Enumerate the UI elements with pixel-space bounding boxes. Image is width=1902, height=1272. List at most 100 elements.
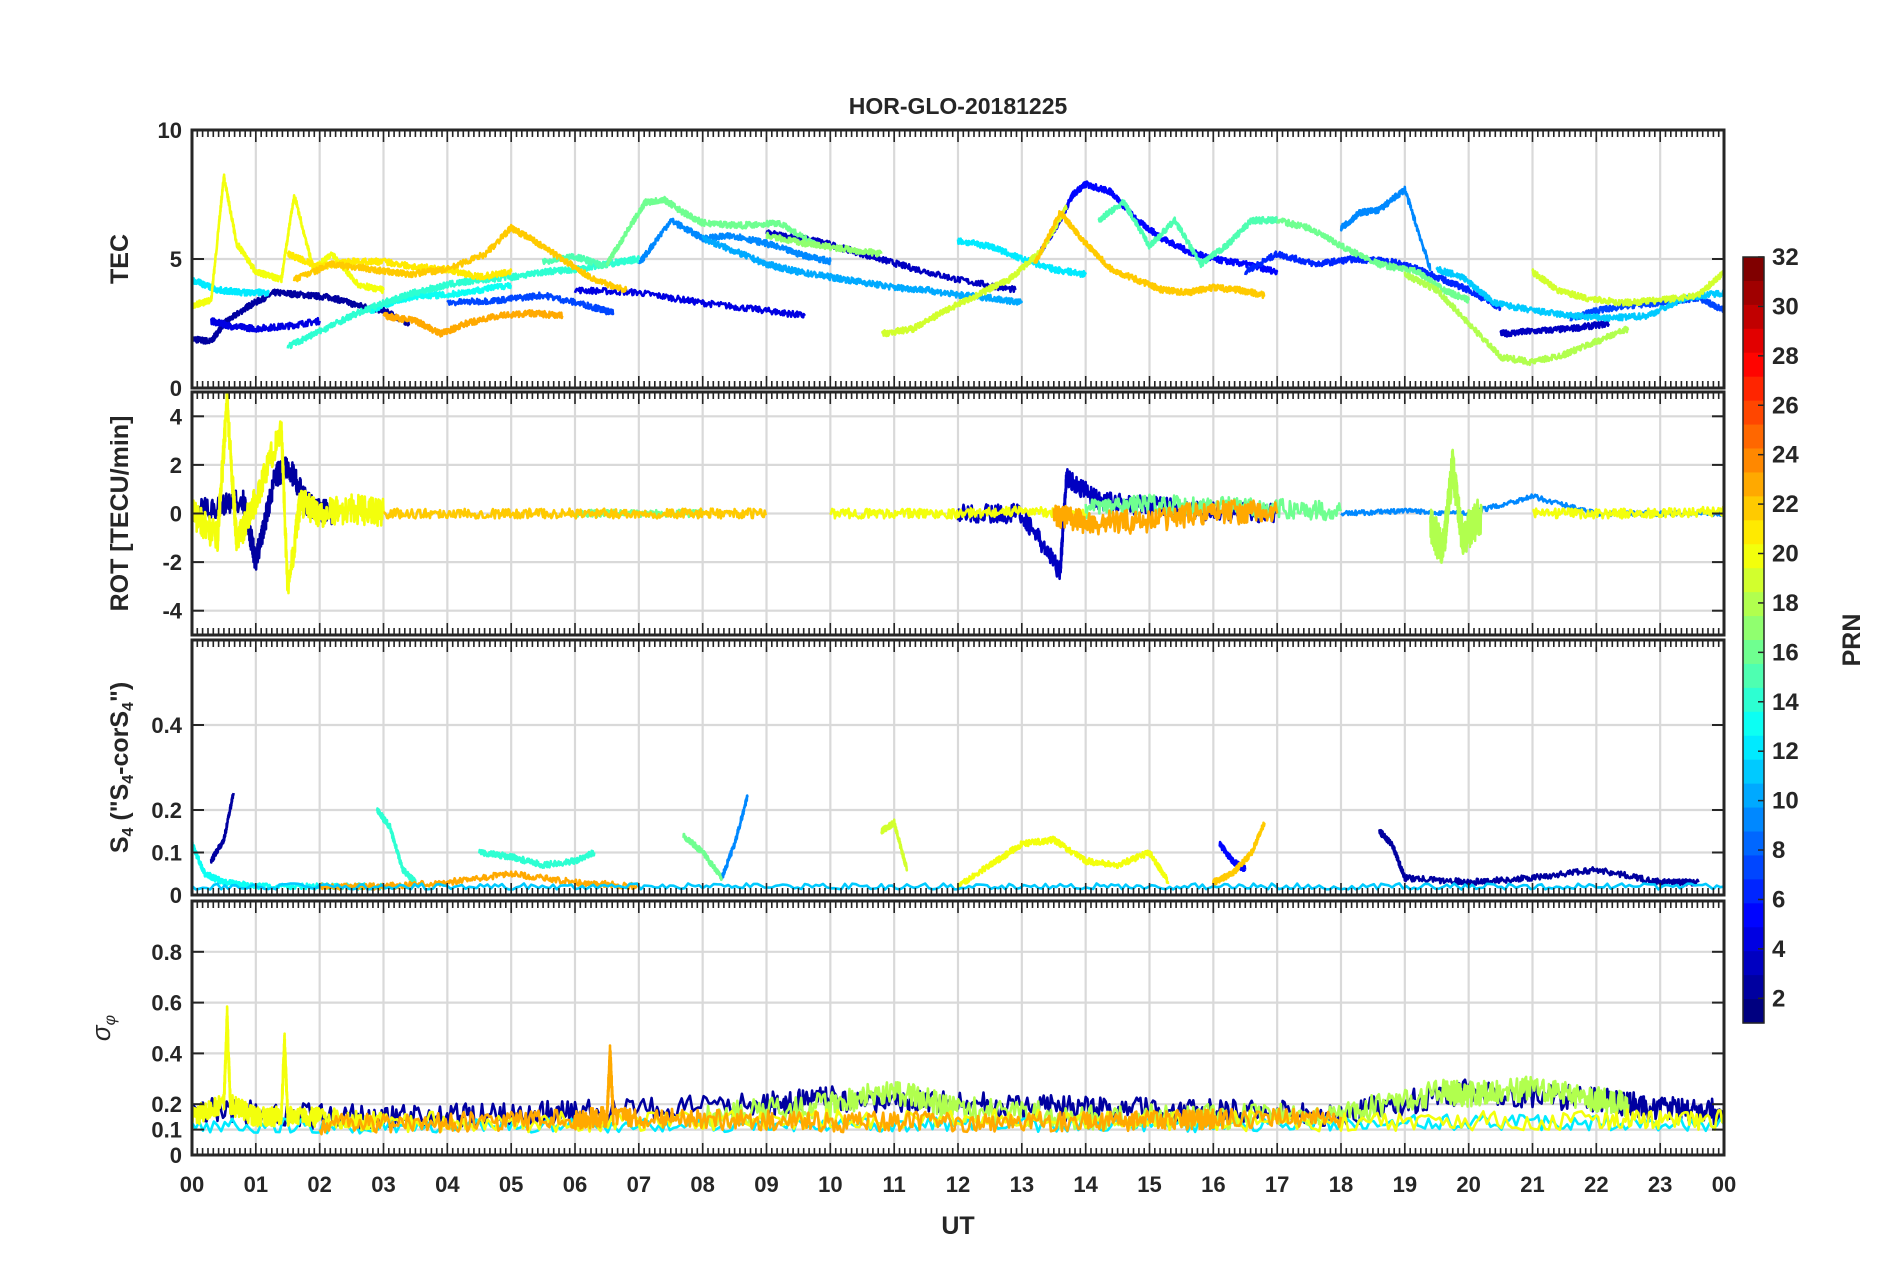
x-tick-label: 06: [563, 1172, 587, 1197]
x-tick-label: 00: [180, 1172, 204, 1197]
colorbar-step: [1743, 879, 1764, 904]
colorbar-tick-label: 22: [1772, 491, 1799, 518]
colorbar: 32 30 28 26 24 22 20 18 16 14 12 10 8 6 4 2 PRN: [1742, 244, 1866, 1024]
colorbar-step: [1743, 640, 1764, 665]
colorbar-tick-label: 20: [1772, 541, 1799, 568]
colorbar-tick-label: 12: [1772, 738, 1799, 765]
grid-lines: [192, 392, 1724, 635]
colorbar-tick-label: 10: [1772, 788, 1799, 815]
colorbar-step: [1743, 975, 1764, 1000]
series-group: [190, 173, 1726, 367]
colorbar-step: [1743, 352, 1764, 378]
y-tick-label: 0.4: [151, 713, 182, 738]
series-line-prn-20: [956, 835, 1170, 890]
series-line-prn-7: [446, 291, 615, 316]
y-axis: 00.10.2 0.4 0.6 0.8: [151, 940, 1724, 1168]
x-tick-label: 08: [690, 1172, 714, 1197]
x-tick-label: 18: [1329, 1172, 1353, 1197]
x-tick-label: 13: [1010, 1172, 1034, 1197]
series-line-prn-12: [956, 237, 1087, 279]
colorbar-step: [1743, 807, 1764, 833]
colorbar-step: [1743, 400, 1764, 426]
colorbar-step: [1743, 616, 1764, 641]
series-line-prn-12: [190, 277, 270, 297]
colorbar-step: [1743, 520, 1764, 545]
x-tick-label: 15: [1137, 1172, 1161, 1197]
y-tick-label: -2: [162, 550, 182, 575]
colorbar-tick-label: 18: [1772, 590, 1799, 617]
series-line-prn-15: [541, 252, 608, 270]
panel-s4: 0 0.1 0.2 0.4 S4 ("S4-corS4"): [106, 638, 1726, 908]
x-tick-label: 21: [1520, 1172, 1544, 1197]
series-line-prn-9: [1339, 185, 1432, 272]
series-line-prn-22: [383, 507, 768, 520]
series-line-prn-3: [1499, 320, 1611, 338]
series-line-prn-2: [209, 792, 235, 864]
x-tick-marks: [191, 392, 1725, 635]
panel-sigma_phi: 00.10.2 0.4 0.6 0.8 σφ: [86, 899, 1726, 1168]
colorbar-tick-label: 14: [1772, 689, 1799, 716]
series-line-prn-20: [829, 505, 1087, 520]
colorbar-step: [1743, 663, 1764, 689]
series-line-prn-2: [1378, 828, 1700, 887]
y-tick-label: 10: [158, 118, 182, 143]
series-line-prn-18: [1403, 271, 1630, 367]
y-tick-label: 5: [170, 247, 182, 272]
colorbar-tick-label: 32: [1772, 244, 1799, 271]
series-line-prn-15: [1097, 198, 1279, 269]
x-tick-label: 00: [1712, 1172, 1736, 1197]
y-axis-label-sigma_phi: σφ: [86, 1015, 119, 1041]
series-line-prn-23: [1052, 499, 1279, 536]
colorbar-tick-label: 16: [1772, 639, 1799, 666]
series-line-prn-10: [701, 234, 1024, 306]
chart-title: HOR-GLO-20181225: [849, 93, 1068, 119]
y-tick-label: 0.2: [151, 1092, 182, 1117]
series-line-prn-19: [1531, 268, 1726, 307]
panel-tec: 0 5 10 TEC: [106, 118, 1726, 401]
y-axis-label-tec: TEC: [106, 234, 134, 284]
colorbar-step: [1743, 855, 1764, 880]
x-tick-label: 17: [1265, 1172, 1289, 1197]
colorbar-tick-label: 6: [1772, 886, 1785, 913]
series-line-prn-19: [880, 818, 909, 872]
colorbar-step: [1743, 280, 1764, 306]
y-tick-label: 4: [170, 404, 183, 429]
series-line-prn-23: [382, 308, 564, 338]
series-line-prn-22: [292, 223, 628, 294]
y-axis-label-rot: ROT [TECU/min]: [106, 416, 134, 612]
x-tick-marks: [191, 640, 1725, 895]
colorbar-step: [1743, 903, 1764, 928]
series-line-prn-6: [1244, 250, 1502, 312]
y-tick-label: 0.2: [151, 798, 182, 823]
x-tick-label: 07: [627, 1172, 651, 1197]
x-tick-marks: [191, 901, 1725, 1155]
series-line-prn-23: [318, 1044, 1343, 1136]
y-tick-label: 0: [170, 502, 182, 527]
series-line-prn-18: [701, 1075, 1630, 1131]
x-tick-label: 03: [371, 1172, 395, 1197]
colorbar-step: [1743, 735, 1764, 761]
y-tick-label: 0: [170, 1143, 182, 1168]
y-axis: 0 0.1 0.2 0.4: [151, 713, 1724, 908]
colorbar-step: [1743, 927, 1764, 952]
colorbar-tick-label: 28: [1772, 343, 1799, 370]
y-tick-label: 0.4: [151, 1041, 182, 1066]
series-line-prn-17: [765, 231, 883, 258]
x-tick-label: 22: [1584, 1172, 1608, 1197]
series-group: [190, 390, 1726, 595]
x-axis: 00 01 02 03 04 05 06 07 08 09 10 11 12 13 14 15 16 17 18 19…: [180, 1172, 1736, 1197]
colorbar-label: PRN: [1838, 614, 1866, 667]
colorbar-step: [1743, 592, 1764, 617]
series-line-prn-20: [190, 390, 385, 595]
x-tick-label: 05: [499, 1172, 523, 1197]
colorbar-step: [1743, 448, 1764, 474]
x-tick-label: 11: [883, 1172, 906, 1197]
colorbar-tick-label: 30: [1772, 293, 1799, 320]
x-tick-label: 16: [1201, 1172, 1225, 1197]
y-axis: 0 5 10: [158, 118, 1724, 401]
x-tick-label: 14: [1073, 1172, 1098, 1197]
x-tick-label: 10: [818, 1172, 842, 1197]
x-tick-marks: [191, 130, 1725, 388]
colorbar-tick-label: 26: [1772, 392, 1799, 419]
x-tick-label: 19: [1393, 1172, 1417, 1197]
